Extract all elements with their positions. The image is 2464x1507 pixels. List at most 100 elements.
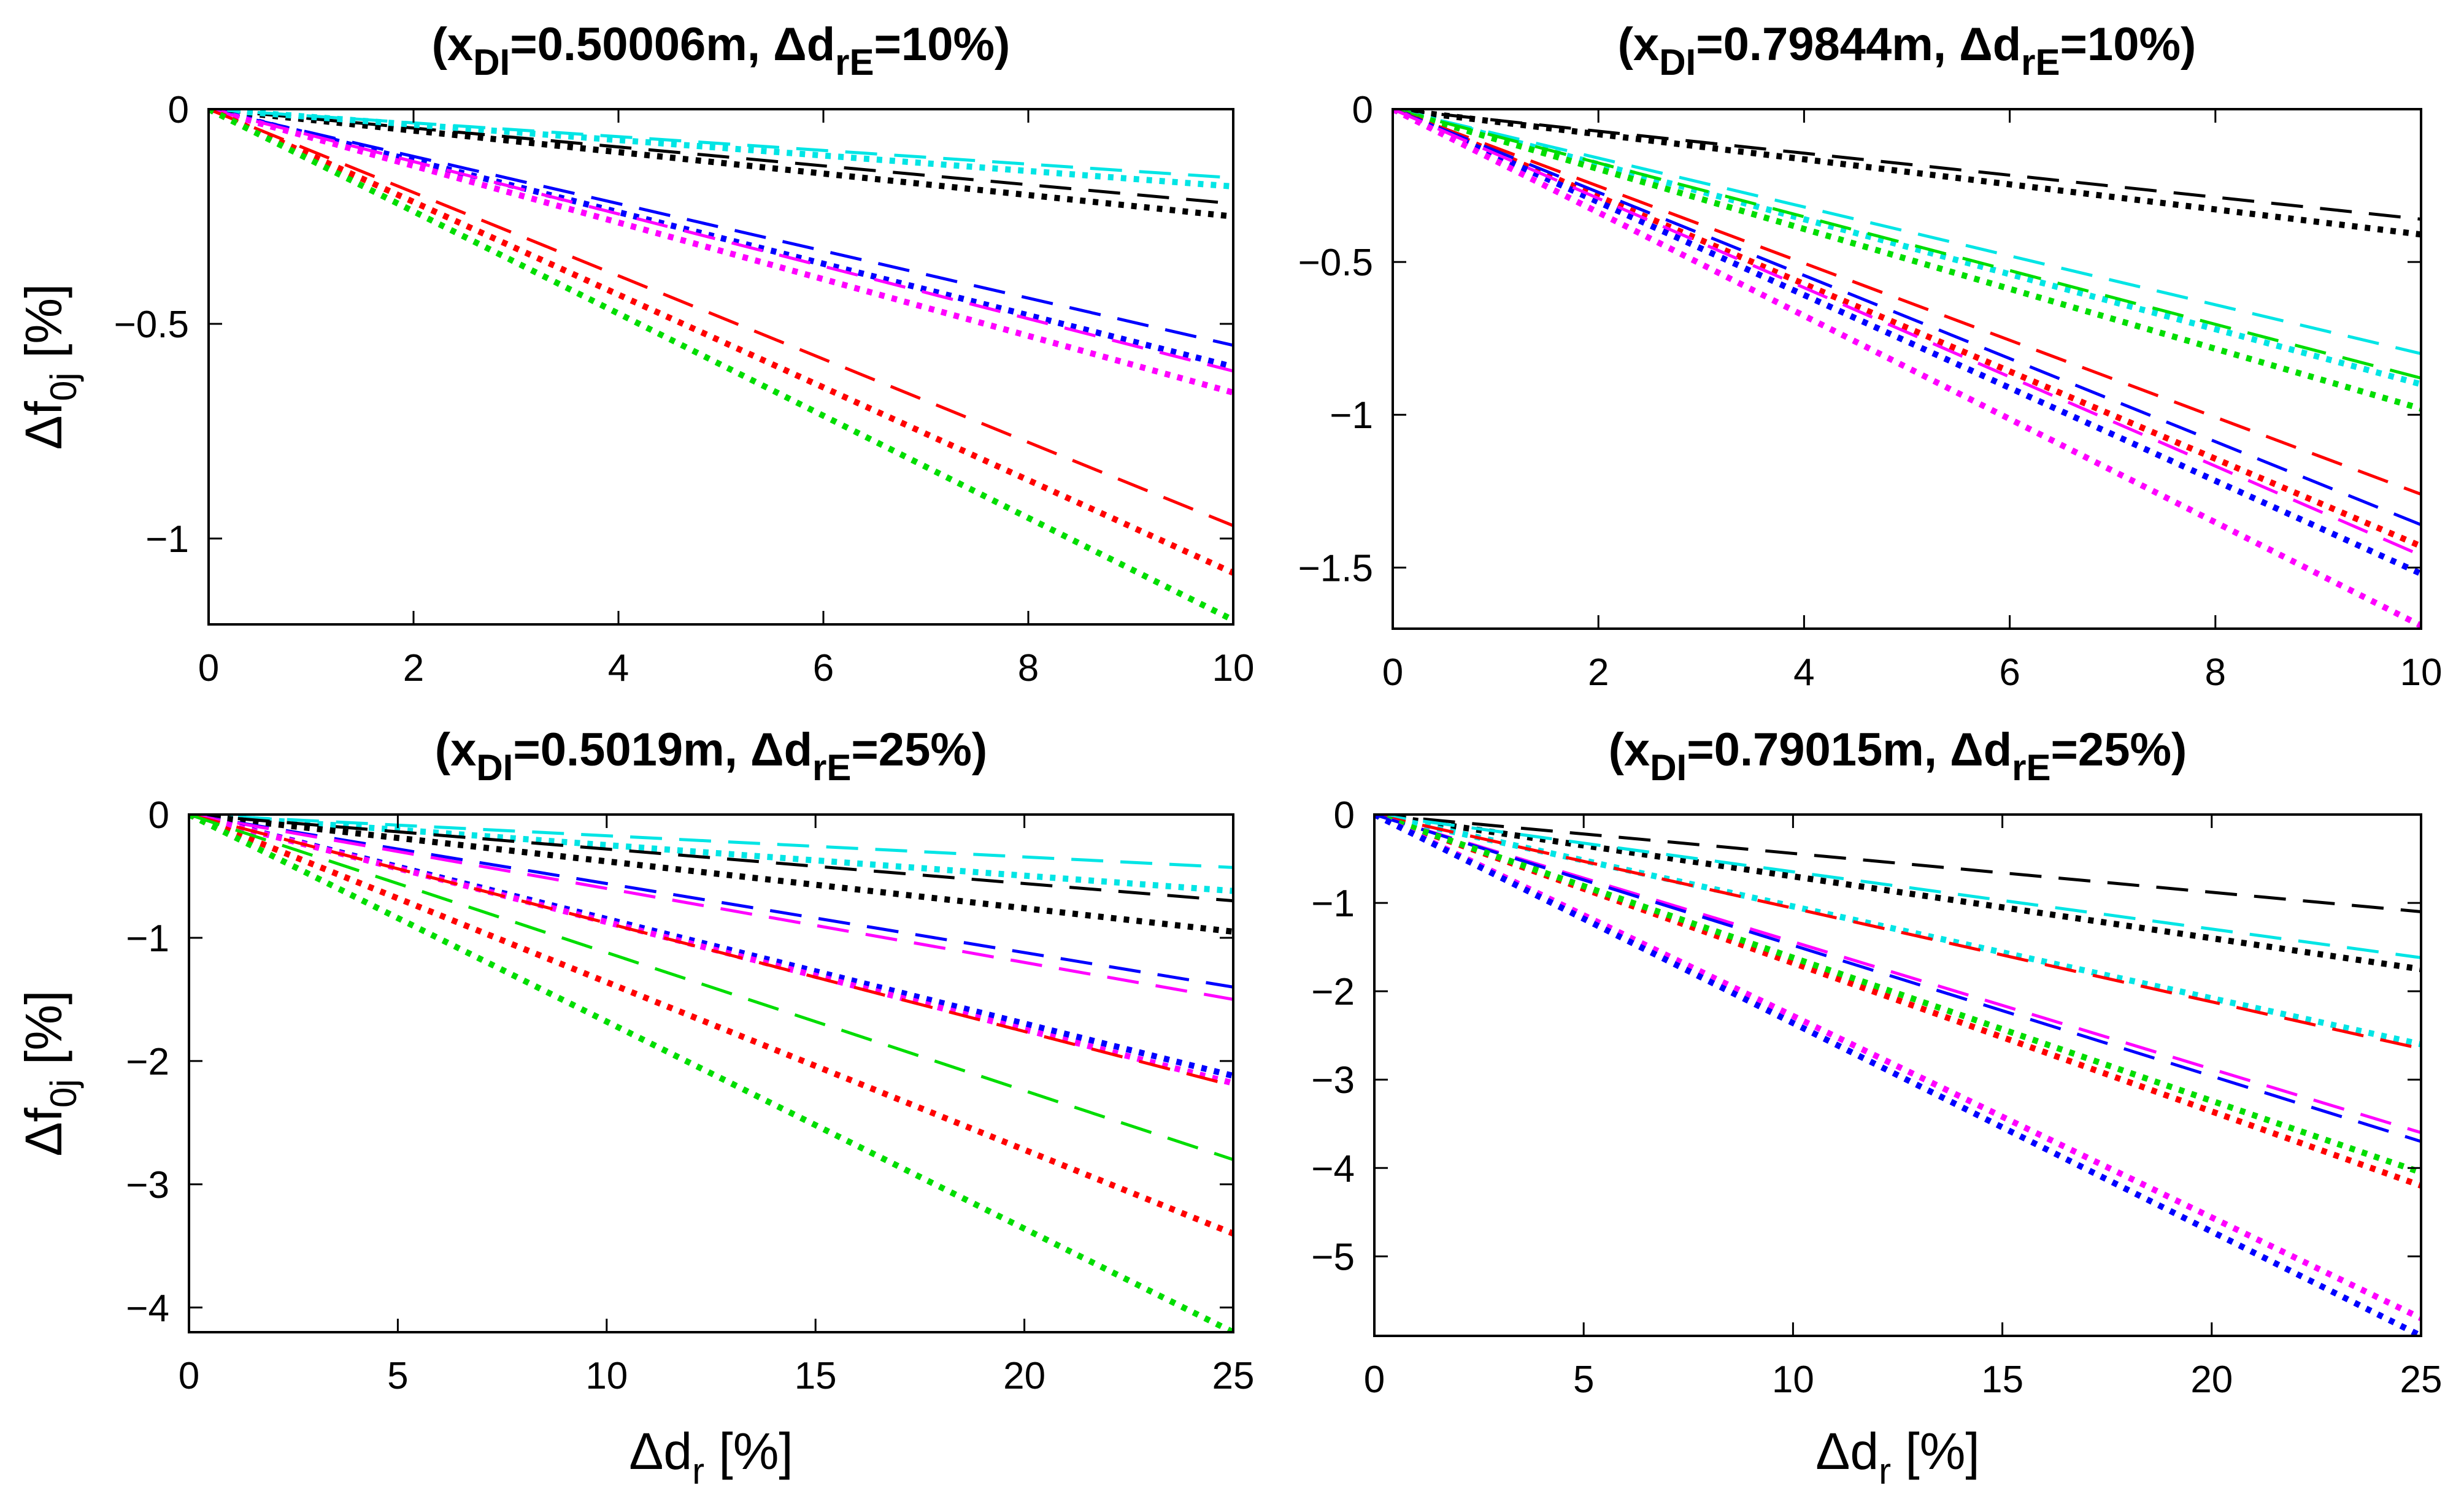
x-tick-label: 20: [1003, 1355, 1045, 1397]
chart-panel-4: 0 5 10 15 20 25 −5 −4 −3 −2 −1 0 (xDI=0.79015m, ΔdrE…: [1311, 724, 2442, 1492]
x-axis-label: Δdr [%]: [629, 1422, 793, 1492]
series-red-dashed: [1374, 815, 2421, 1051]
y-tick-label: −0.5: [114, 304, 189, 346]
series-group: [1393, 109, 2421, 629]
series-magenta-dashed: [189, 815, 1233, 1001]
x-tick-label: 10: [1772, 1359, 1814, 1401]
series-green-dotted: [209, 109, 1233, 623]
x-tick-label: 0: [179, 1355, 199, 1397]
y-tick-label: −5: [1311, 1236, 1355, 1278]
x-tick-label: 6: [813, 647, 834, 689]
chart-panel-3: 0 5 10 15 20 25 −4 −3 −2 −1 0 (xDI=0.5019m, ΔdrE=25…: [15, 724, 1254, 1492]
y-tick-label: −3: [126, 1164, 169, 1206]
series-blue-dashed: [1393, 109, 2421, 526]
y-axis-label: Δf0j [%]: [15, 284, 84, 450]
series-green-dotted: [1374, 815, 2421, 1176]
x-tick-label: 0: [1382, 651, 1403, 694]
x-tick-label: 10: [585, 1355, 628, 1397]
x-tick-label: 10: [2400, 651, 2443, 694]
series-cyan-dashed: [1374, 815, 2421, 959]
y-axis-label: Δf0j [%]: [15, 991, 84, 1157]
y-tick-label: −2: [1311, 971, 1355, 1013]
x-tick-label: 20: [2190, 1359, 2233, 1401]
series-red-dotted: [209, 109, 1233, 576]
series-cyan-dotted: [209, 109, 1233, 190]
x-tick-label: 4: [1793, 651, 1814, 694]
series-black-dashed: [1374, 815, 2421, 913]
x-tick-label: 25: [1212, 1355, 1255, 1397]
axes-box: [207, 108, 1234, 626]
series-red-dotted: [1393, 109, 2421, 550]
series-red-dashed: [1393, 109, 2421, 496]
y-tick-label: −2: [126, 1041, 169, 1083]
chart-title: (xDI=0.50006m, ΔdrE=10%): [432, 18, 1011, 83]
series-green-dashed: [1393, 109, 2421, 380]
series-magenta-dashed: [209, 109, 1233, 373]
x-tick-label: 15: [1981, 1359, 2023, 1401]
chart-panel-2: 0 2 4 6 8 10 −1.5 −1 −0.5 0 (xDI=0.79844m, ΔdrE=10…: [1298, 18, 2443, 694]
series-green-dashed: [189, 815, 1233, 1162]
axes-box: [1392, 108, 2422, 630]
series-black-dotted: [189, 815, 1233, 935]
series-cyan-dashed: [1393, 109, 2421, 356]
series-blue-dotted: [1374, 815, 2421, 1336]
y-tick-label: 0: [148, 794, 169, 837]
axes-box: [188, 813, 1234, 1333]
series-black-dotted: [1374, 815, 2421, 973]
series-blue-dashed: [189, 815, 1233, 989]
x-tick-label: 15: [795, 1355, 837, 1397]
series-green-dotted: [1393, 109, 2421, 412]
x-tick-label: 8: [2205, 651, 2226, 694]
series-cyan-dotted: [1393, 109, 2421, 388]
y-tick-label: −1: [145, 518, 189, 561]
x-tick-label: 10: [1212, 647, 1255, 689]
series-cyan-dashed: [189, 815, 1233, 869]
x-tick-label: 25: [2400, 1359, 2443, 1401]
x-tick-label: 4: [608, 647, 629, 689]
series-magenta-dashed: [1374, 815, 2421, 1135]
chart-title: (xDI=0.79844m, ΔdrE=10%): [1618, 18, 2196, 83]
y-tick-label: −1: [1330, 394, 1373, 437]
series-red-dotted: [1374, 815, 2421, 1189]
x-tick-label: 8: [1018, 647, 1039, 689]
y-tick-label: −1: [1311, 883, 1355, 925]
y-tick-label: −4: [1311, 1148, 1355, 1190]
series-blue-dotted: [209, 109, 1233, 370]
series-red-dashed: [189, 815, 1233, 1087]
series-magenta-dotted: [1393, 109, 2421, 629]
series-black-dashed: [209, 109, 1233, 205]
series-group: [209, 109, 1233, 623]
series-black-dashed: [189, 815, 1233, 903]
series-blue-dashed: [1374, 815, 2421, 1143]
y-tick-label: −1.5: [1298, 547, 1373, 589]
x-tick-label: 2: [1588, 651, 1609, 694]
x-tick-label: 6: [1999, 651, 2020, 694]
series-magenta-dashed: [1393, 109, 2421, 557]
y-tick-label: −0.5: [1298, 242, 1373, 284]
y-tick-label: 0: [168, 89, 189, 131]
series-green-dotted: [189, 815, 1233, 1332]
series-group: [1374, 815, 2421, 1336]
x-tick-label: 0: [1364, 1359, 1385, 1401]
y-tick-label: −4: [126, 1287, 169, 1330]
series-black-dotted: [209, 109, 1233, 220]
x-tick-label: 5: [1573, 1359, 1594, 1401]
series-blue-dashed: [209, 109, 1233, 347]
series-red-dashed: [209, 109, 1233, 527]
y-tick-label: −3: [1311, 1059, 1355, 1102]
y-tick-label: 0: [1334, 794, 1355, 837]
y-tick-label: 0: [1352, 89, 1373, 131]
x-tick-label: 5: [387, 1355, 408, 1397]
x-tick-label: 2: [403, 647, 424, 689]
series-magenta-dotted: [209, 109, 1233, 396]
y-tick-label: −1: [126, 918, 169, 960]
x-axis-label: Δdr [%]: [1815, 1422, 1980, 1492]
chart-panel-1: 0 2 4 6 8 10 −1 −0.5 0 (xDI=0.50006m, ΔdrE=10%) Δf…: [15, 18, 1254, 689]
chart-title: (xDI=0.5019m, ΔdrE=25%): [435, 724, 987, 788]
series-cyan-dotted: [1374, 815, 2421, 1048]
axes-box: [1373, 813, 2422, 1337]
x-tick-label: 0: [198, 647, 219, 689]
series-black-dotted: [1393, 109, 2421, 238]
series-group: [189, 815, 1233, 1332]
